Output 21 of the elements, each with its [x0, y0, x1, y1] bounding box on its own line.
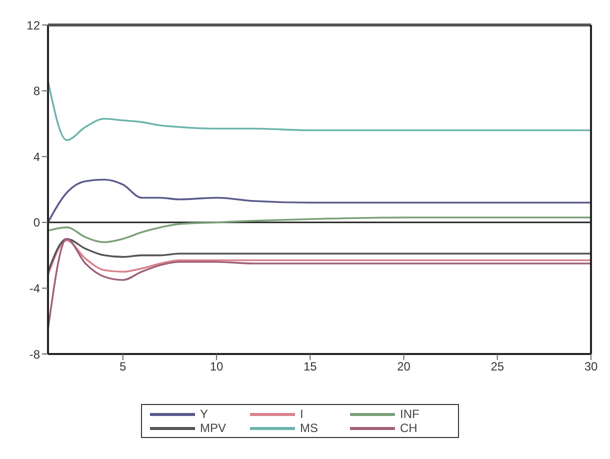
x-tick-label: 15 [303, 360, 318, 374]
y-tick-label: 12 [26, 18, 40, 32]
x-tick-label: 10 [210, 360, 224, 374]
y-tick-label: 4 [33, 150, 40, 164]
line-series [48, 216, 591, 244]
legend-label: CH [400, 421, 418, 435]
legend-label: MPV [200, 421, 226, 435]
y-tick-label: -4 [29, 281, 40, 296]
legend-label: Y [200, 407, 208, 421]
legend-label: I [300, 407, 304, 421]
x-tick-label: 25 [490, 360, 504, 374]
y-tick-label: 8 [33, 84, 40, 98]
line-series [48, 178, 591, 224]
x-tick-label: 20 [397, 360, 411, 374]
y-tick-label: -8 [29, 347, 40, 362]
x-tick-label: 5 [120, 360, 127, 374]
x-tick-label: 30 [584, 360, 598, 374]
legend-label: INF [400, 407, 420, 421]
line-series [48, 80, 591, 142]
legend-label: MS [300, 421, 318, 435]
y-tick-label: 0 [33, 216, 40, 230]
